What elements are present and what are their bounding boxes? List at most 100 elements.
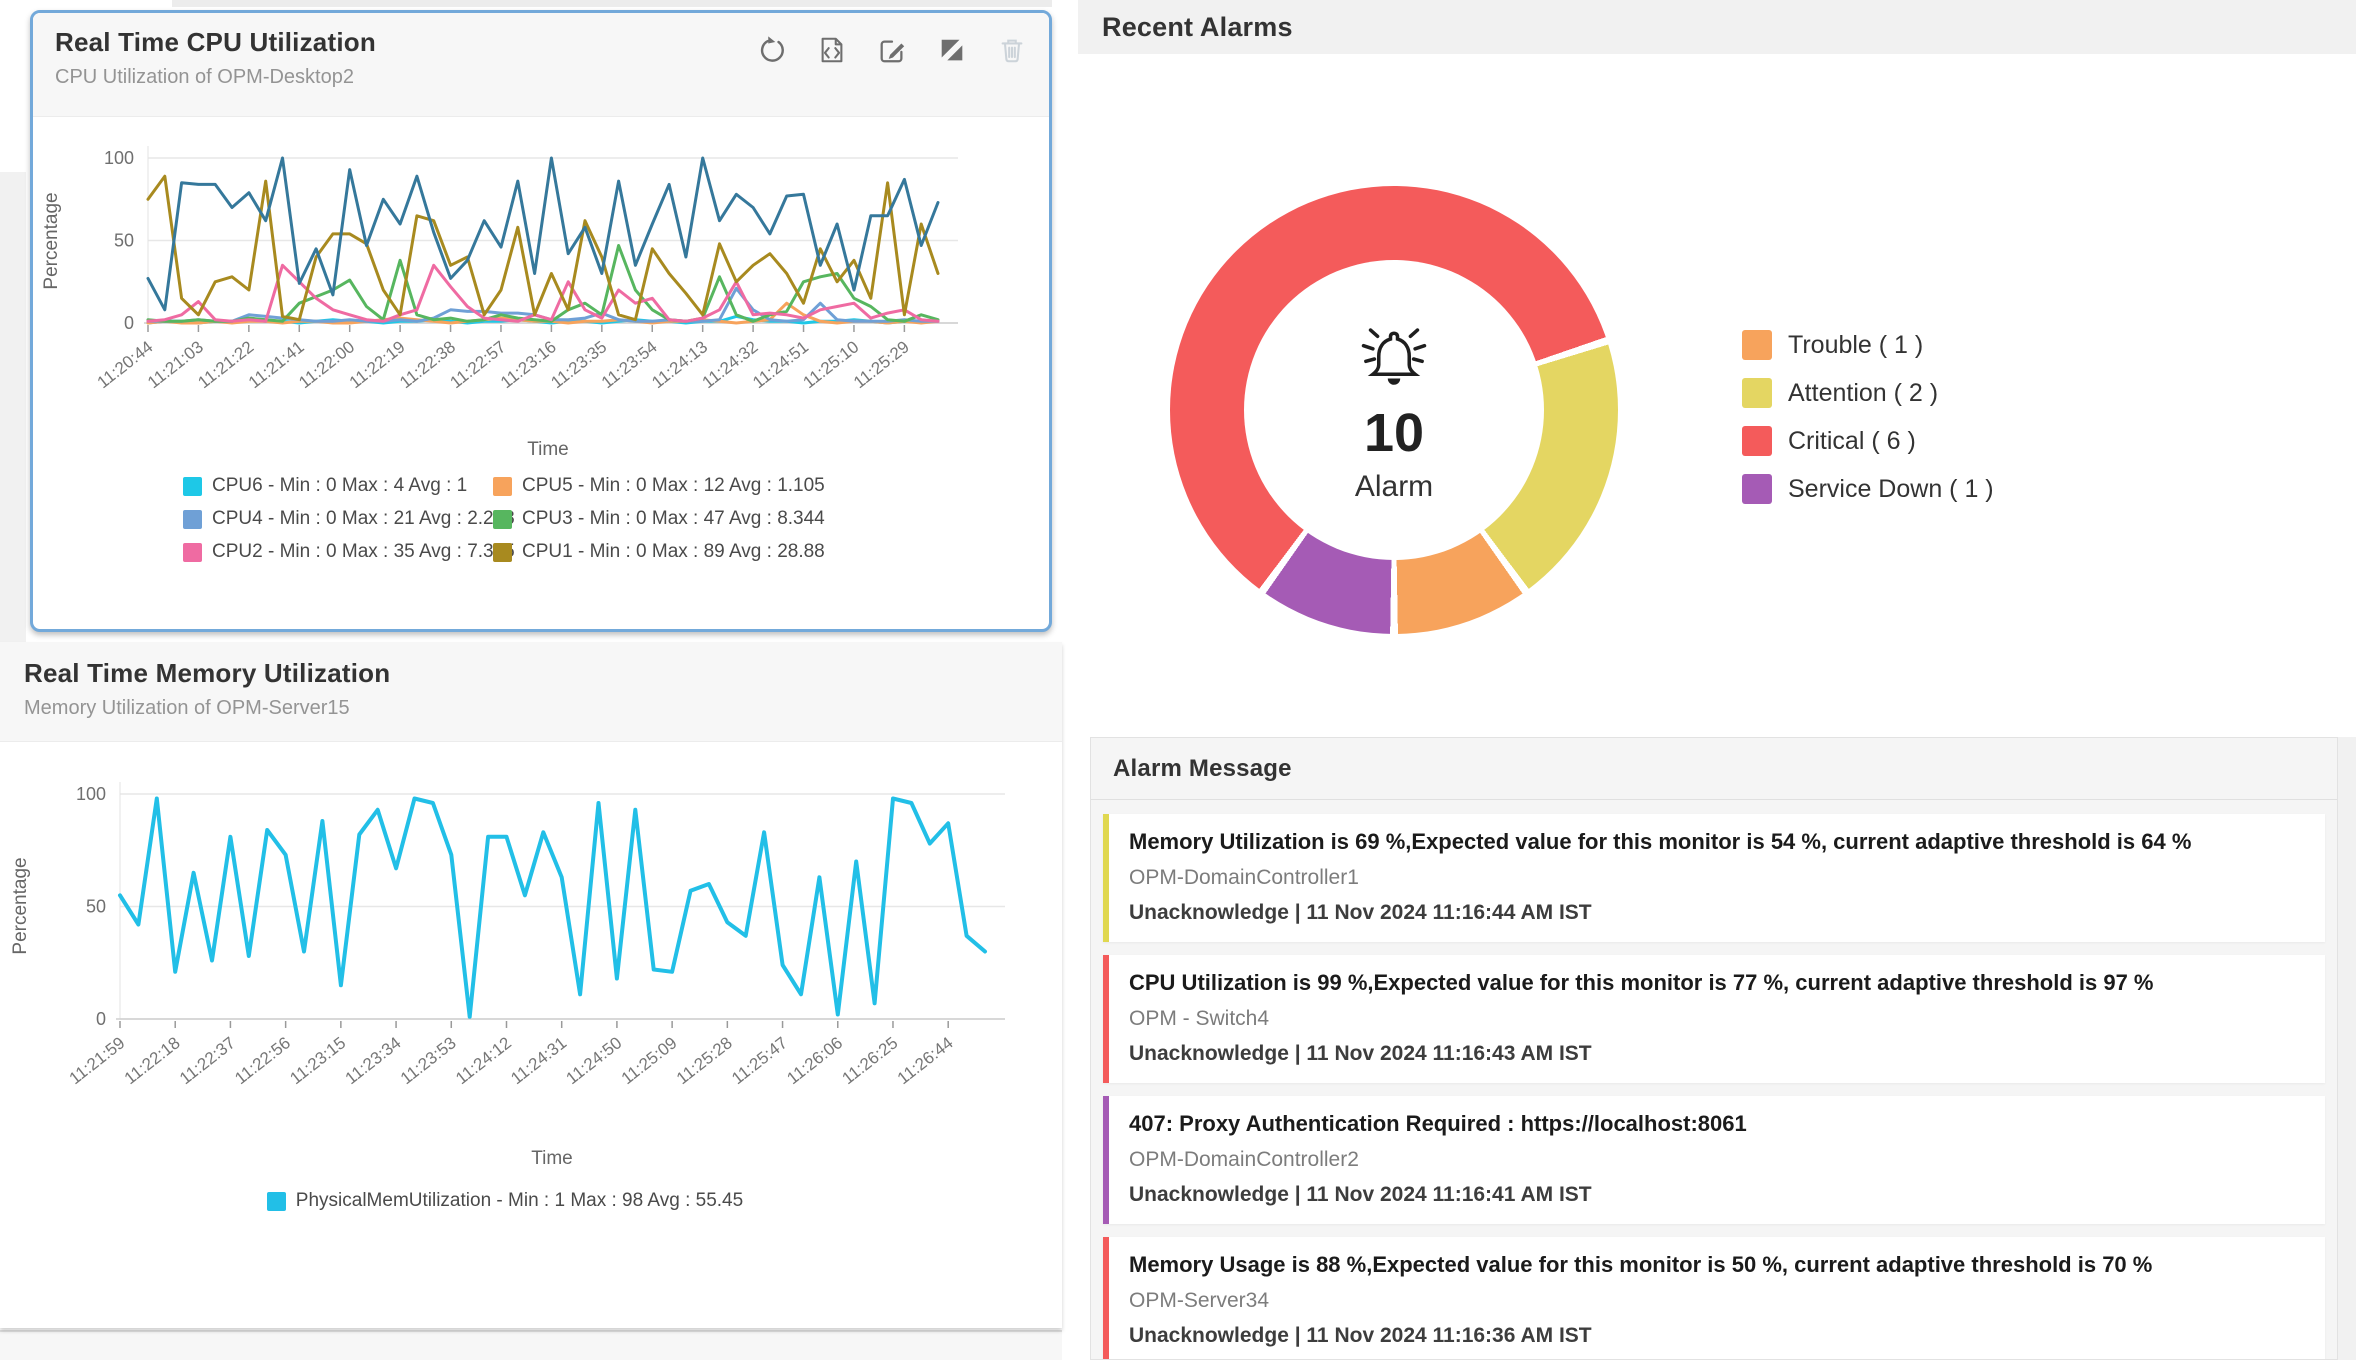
legend-label: CPU2 - Min : 0 Max : 35 Avg : 7.375 bbox=[212, 541, 515, 562]
alarm-message-text: CPU Utilization is 99 %,Expected value f… bbox=[1129, 970, 2154, 995]
legend-label: CPU1 - Min : 0 Max : 89 Avg : 28.88 bbox=[522, 541, 825, 562]
svg-text:Percentage: Percentage bbox=[41, 192, 62, 289]
legend-label: Critical ( 6 ) bbox=[1788, 426, 1916, 455]
legend-label: CPU4 - Min : 0 Max : 21 Avg : 2.208 bbox=[212, 508, 515, 529]
legend-item[interactable]: Service Down ( 1 ) bbox=[1742, 474, 1994, 504]
svg-text:11:23:34: 11:23:34 bbox=[342, 1033, 405, 1088]
svg-text:11:23:54: 11:23:54 bbox=[598, 337, 661, 392]
background-strip-right bbox=[2338, 737, 2356, 1360]
svg-text:0: 0 bbox=[96, 1009, 106, 1029]
svg-text:50: 50 bbox=[114, 231, 134, 251]
svg-text:100: 100 bbox=[104, 148, 134, 168]
trash-icon[interactable] bbox=[997, 35, 1027, 65]
background-strip-top bbox=[172, 0, 1052, 7]
legend-item[interactable]: Trouble ( 1 ) bbox=[1742, 330, 1994, 360]
svg-text:11:21:03: 11:21:03 bbox=[144, 337, 207, 392]
svg-text:11:25:29: 11:25:29 bbox=[850, 337, 913, 392]
embed-code-icon[interactable] bbox=[817, 35, 847, 65]
contrast-icon[interactable] bbox=[937, 35, 967, 65]
alarms-donut-center: 10 Alarm bbox=[1244, 260, 1544, 560]
svg-text:11:23:53: 11:23:53 bbox=[397, 1033, 460, 1088]
memory-panel-subtitle: Memory Utilization of OPM-Server15 bbox=[24, 697, 350, 719]
svg-text:11:22:57: 11:22:57 bbox=[447, 337, 510, 392]
cpu-panel-subtitle: CPU Utilization of OPM-Desktop2 bbox=[55, 66, 354, 88]
svg-text:11:25:47: 11:25:47 bbox=[728, 1033, 791, 1088]
svg-text:11:24:13: 11:24:13 bbox=[648, 337, 711, 392]
svg-text:Time: Time bbox=[531, 1148, 573, 1169]
alarm-status-time: Unacknowledge | 11 Nov 2024 11:16:36 AM … bbox=[1129, 1324, 1592, 1347]
alarm-card[interactable]: 407: Proxy Authentication Required : htt… bbox=[1103, 1096, 2325, 1224]
legend-item[interactable]: CPU6 - Min : 0 Max : 4 Avg : 1 bbox=[183, 475, 493, 497]
svg-text:11:25:09: 11:25:09 bbox=[618, 1033, 681, 1088]
legend-label: Attention ( 2 ) bbox=[1788, 378, 1939, 407]
svg-text:11:24:32: 11:24:32 bbox=[699, 337, 762, 392]
recent-alarms-header: Recent Alarms bbox=[1078, 0, 2356, 54]
svg-text:11:23:35: 11:23:35 bbox=[547, 337, 610, 392]
legend-item[interactable]: CPU4 - Min : 0 Max : 21 Avg : 2.208 bbox=[183, 508, 515, 530]
cpu-chart-legend: CPU6 - Min : 0 Max : 4 Avg : 1 CPU5 - Min… bbox=[183, 475, 825, 563]
alarm-device-name: OPM-DomainController1 bbox=[1129, 866, 1359, 889]
alarm-message-list: Memory Utilization is 69 %,Expected valu… bbox=[1091, 800, 2337, 1359]
alarm-card[interactable]: Memory Utilization is 69 %,Expected valu… bbox=[1103, 814, 2325, 942]
legend-label: CPU6 - Min : 0 Max : 4 Avg : 1 bbox=[212, 475, 468, 496]
legend-item[interactable]: Critical ( 6 ) bbox=[1742, 426, 1994, 456]
legend-item[interactable]: CPU5 - Min : 0 Max : 12 Avg : 1.105 bbox=[493, 475, 825, 497]
legend-swatch bbox=[266, 1191, 286, 1211]
svg-text:11:22:18: 11:22:18 bbox=[121, 1033, 184, 1088]
svg-text:11:26:06: 11:26:06 bbox=[783, 1033, 846, 1088]
cpu-line-chart[interactable]: 05010011:20:4411:21:0311:21:2211:21:4111… bbox=[33, 123, 1049, 473]
svg-text:11:23:16: 11:23:16 bbox=[497, 337, 560, 392]
alarm-message-title: Alarm Message bbox=[1113, 754, 1292, 782]
memory-line-chart[interactable]: 05010011:21:5911:22:1811:22:3711:22:5611… bbox=[0, 754, 1050, 1179]
alarms-donut-chart[interactable]: 10 Alarm bbox=[1170, 186, 1618, 634]
legend-item[interactable]: CPU3 - Min : 0 Max : 47 Avg : 8.344 bbox=[493, 508, 825, 530]
svg-text:11:21:22: 11:21:22 bbox=[194, 337, 257, 392]
svg-text:11:24:50: 11:24:50 bbox=[563, 1033, 626, 1088]
background-strip-left bbox=[0, 172, 26, 660]
alarm-card[interactable]: CPU Utilization is 99 %,Expected value f… bbox=[1103, 955, 2325, 1083]
memory-panel-title: Real Time Memory Utilization bbox=[24, 658, 391, 688]
legend-swatch bbox=[493, 542, 512, 562]
legend-item[interactable]: Attention ( 2 ) bbox=[1742, 378, 1994, 408]
svg-text:11:22:00: 11:22:00 bbox=[295, 337, 358, 392]
legend-swatch bbox=[1742, 474, 1772, 504]
legend-item[interactable]: CPU2 - Min : 0 Max : 35 Avg : 7.375 bbox=[183, 541, 515, 563]
svg-text:50: 50 bbox=[86, 897, 106, 917]
alarm-message-text: 407: Proxy Authentication Required : htt… bbox=[1129, 1111, 1747, 1136]
memory-panel-header: Real Time Memory Utilization Memory Util… bbox=[0, 642, 1062, 742]
legend-item[interactable]: PhysicalMemUtilization - Min : 1 Max : 9… bbox=[266, 1190, 744, 1212]
legend-swatch bbox=[183, 476, 202, 496]
svg-text:11:25:28: 11:25:28 bbox=[673, 1033, 736, 1088]
legend-label: CPU3 - Min : 0 Max : 47 Avg : 8.344 bbox=[522, 508, 825, 529]
svg-text:11:23:15: 11:23:15 bbox=[286, 1033, 349, 1088]
svg-text:11:22:37: 11:22:37 bbox=[176, 1033, 239, 1088]
legend-label: PhysicalMemUtilization - Min : 1 Max : 9… bbox=[295, 1190, 744, 1211]
cpu-panel-header: Real Time CPU Utilization CPU Utilizatio… bbox=[33, 13, 1049, 117]
legend-label: CPU5 - Min : 0 Max : 12 Avg : 1.105 bbox=[522, 475, 825, 496]
memory-utilization-panel: Real Time Memory Utilization Memory Util… bbox=[0, 642, 1062, 1328]
alarm-status-time: Unacknowledge | 11 Nov 2024 11:16:43 AM … bbox=[1129, 1042, 1592, 1065]
alarms-total-count: 10 bbox=[1363, 403, 1425, 464]
legend-item[interactable]: CPU1 - Min : 0 Max : 89 Avg : 28.88 bbox=[493, 541, 825, 563]
svg-text:11:22:56: 11:22:56 bbox=[231, 1033, 294, 1088]
edit-icon[interactable] bbox=[877, 35, 907, 65]
alarm-device-name: OPM - Switch4 bbox=[1129, 1007, 1270, 1030]
legend-swatch bbox=[183, 509, 202, 529]
svg-text:11:26:44: 11:26:44 bbox=[894, 1033, 957, 1088]
cpu-utilization-panel: Real Time CPU Utilization CPU Utilizatio… bbox=[30, 10, 1052, 632]
legend-swatch bbox=[1742, 426, 1772, 456]
svg-text:Percentage: Percentage bbox=[10, 857, 31, 954]
svg-text:11:20:44: 11:20:44 bbox=[94, 337, 157, 392]
alarm-card[interactable]: Memory Usage is 88 %,Expected value for … bbox=[1103, 1237, 2325, 1359]
recent-alarms-title: Recent Alarms bbox=[1102, 11, 1293, 42]
refresh-icon[interactable] bbox=[757, 35, 787, 65]
cpu-panel-title: Real Time CPU Utilization bbox=[55, 27, 376, 57]
svg-text:11:22:19: 11:22:19 bbox=[346, 337, 409, 392]
legend-label: Trouble ( 1 ) bbox=[1788, 330, 1924, 359]
cpu-panel-toolbar bbox=[757, 35, 1027, 65]
alarm-bell-icon bbox=[1346, 316, 1442, 402]
svg-text:11:22:38: 11:22:38 bbox=[396, 337, 459, 392]
background-strip-bottom bbox=[0, 1330, 1062, 1360]
svg-text:11:26:25: 11:26:25 bbox=[839, 1033, 902, 1088]
